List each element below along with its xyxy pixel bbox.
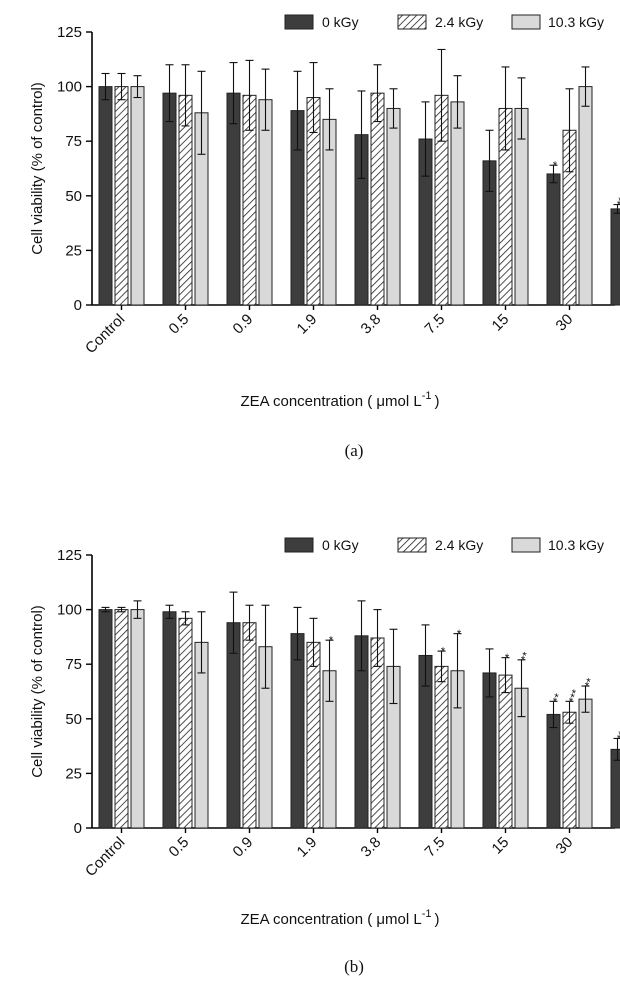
- x-tick-label: 0.5: [166, 834, 193, 861]
- bar-10-3-kgy-7-5: [450, 101, 465, 306]
- y-tick-label: 125: [57, 24, 82, 41]
- bar-2-4-kgy-control: [114, 609, 129, 829]
- legend-swatch-0-kgy: [284, 14, 314, 30]
- legend-label-2-4-kgy: 2.4 kGy: [435, 537, 483, 553]
- y-tick-label: 0: [74, 297, 82, 314]
- x-axis-title-tail: ): [435, 393, 440, 410]
- x-axis-title: ZEA concentration ( μmol L-1): [240, 908, 439, 928]
- bar-2-4-kgy-0-5: [178, 617, 193, 829]
- significance-mark: **: [615, 195, 620, 208]
- bar-2-4-kgy-0-9: [242, 622, 257, 829]
- x-axis-title-superscript: -1: [422, 390, 432, 402]
- x-tick-label: 1.9: [294, 311, 321, 338]
- bar-10-3-kgy-30: [578, 698, 593, 829]
- bar-2-4-kgy-7-5: [434, 665, 449, 829]
- significance-mark: ***: [615, 725, 620, 742]
- x-axis-title: ZEA concentration ( μmol L-1): [240, 390, 439, 410]
- bar-0-kgy-30: [546, 713, 561, 829]
- x-axis-title-tail: ): [435, 911, 440, 928]
- bar-10-3-kgy-control: [130, 609, 145, 829]
- legend-label-10-3-kgy: 10.3 kGy: [548, 537, 604, 553]
- bar-10-3-kgy-control: [130, 86, 145, 306]
- legend-label-10-3-kgy: 10.3 kGy: [548, 14, 604, 30]
- legend-swatch-2-4-kgy: [397, 14, 427, 30]
- x-tick-label: 7.5: [422, 311, 449, 338]
- y-tick-label: 125: [57, 547, 82, 564]
- bar-0-kgy-60: [610, 208, 620, 306]
- legend-label-0-kgy: 0 kGy: [322, 537, 359, 553]
- x-axis-title-main: ZEA concentration ( μmol L: [240, 911, 421, 928]
- x-tick-label: 30: [553, 311, 577, 335]
- x-tick-label: Control: [82, 311, 128, 357]
- panel-label: (a): [345, 441, 364, 460]
- y-tick-label: 100: [57, 602, 82, 619]
- x-tick-label: 3.8: [358, 311, 385, 338]
- x-tick-label: 30: [553, 834, 577, 858]
- x-axis-title-superscript: -1: [422, 908, 432, 920]
- bar-0-kgy-control: [98, 86, 113, 306]
- bar-0-kgy-1-9: [290, 633, 305, 829]
- bar-2-4-kgy-1-9: [306, 641, 321, 829]
- bar-2-4-kgy-30: [562, 711, 577, 829]
- legend-swatch-10-3-kgy: [511, 537, 541, 553]
- legend-swatch-10-3-kgy: [511, 14, 541, 30]
- y-tick-label: 50: [65, 188, 82, 205]
- y-tick-label: 25: [65, 242, 82, 259]
- panel-label: (b): [344, 957, 364, 976]
- legend-label-0-kgy: 0 kGy: [322, 14, 359, 30]
- x-tick-label: 0.5: [166, 311, 193, 338]
- x-tick-label: Control: [82, 834, 128, 880]
- bar-10-3-kgy-3-8: [386, 107, 401, 306]
- y-axis-title: Cell viability (% of control): [29, 605, 46, 778]
- x-tick-label: 0.9: [230, 311, 257, 338]
- x-tick-label: 15: [489, 834, 513, 858]
- chart-panel-a: 0 25 50 75 100 125 Cell viability (% of contro…: [29, 14, 620, 460]
- significance-mark: *: [327, 634, 340, 643]
- significance-mark: *: [503, 652, 516, 661]
- bar-2-4-kgy-15: [498, 674, 513, 829]
- y-tick-label: 50: [65, 711, 82, 728]
- bar-2-4-kgy-0-5: [178, 94, 193, 306]
- bar-0-kgy-0-5: [162, 611, 177, 829]
- legend-swatch-0-kgy: [284, 537, 314, 553]
- y-tick-label: 75: [65, 656, 82, 673]
- significance-mark: ***: [567, 688, 583, 705]
- x-tick-label: 0.9: [230, 834, 257, 861]
- legend-label-2-4-kgy: 2.4 kGy: [435, 14, 483, 30]
- x-tick-label: 1.9: [294, 834, 321, 861]
- x-tick-label: 60: [617, 311, 620, 335]
- significance-mark: *: [455, 628, 468, 637]
- legend-swatch-2-4-kgy: [397, 537, 427, 553]
- bar-0-kgy-0-9: [226, 92, 241, 306]
- y-axis-title: Cell viability (% of control): [29, 82, 46, 255]
- significance-mark: *: [439, 645, 452, 654]
- x-tick-label: 60: [617, 834, 620, 858]
- bar-0-kgy-0-5: [162, 92, 177, 306]
- x-tick-label: 15: [489, 311, 513, 335]
- y-tick-label: 0: [74, 820, 82, 837]
- chart-panel-b: 0 25 50 75 100 125 Cell viability (% of contro…: [29, 537, 620, 976]
- significance-mark: *: [551, 159, 564, 168]
- x-tick-label: 7.5: [422, 834, 449, 861]
- bar-0-kgy-control: [98, 609, 113, 829]
- bar-0-kgy-30: [546, 173, 561, 306]
- y-tick-label: 25: [65, 765, 82, 782]
- x-axis-title-main: ZEA concentration ( μmol L: [240, 393, 421, 410]
- y-tick-label: 100: [57, 79, 82, 96]
- bar-0-kgy-60: [610, 748, 620, 829]
- y-tick-label: 75: [65, 133, 82, 150]
- bar-10-3-kgy-30: [578, 86, 593, 306]
- bar-2-4-kgy-control: [114, 86, 129, 306]
- x-tick-label: 3.8: [358, 834, 385, 861]
- bar-2-4-kgy-3-8: [370, 92, 385, 306]
